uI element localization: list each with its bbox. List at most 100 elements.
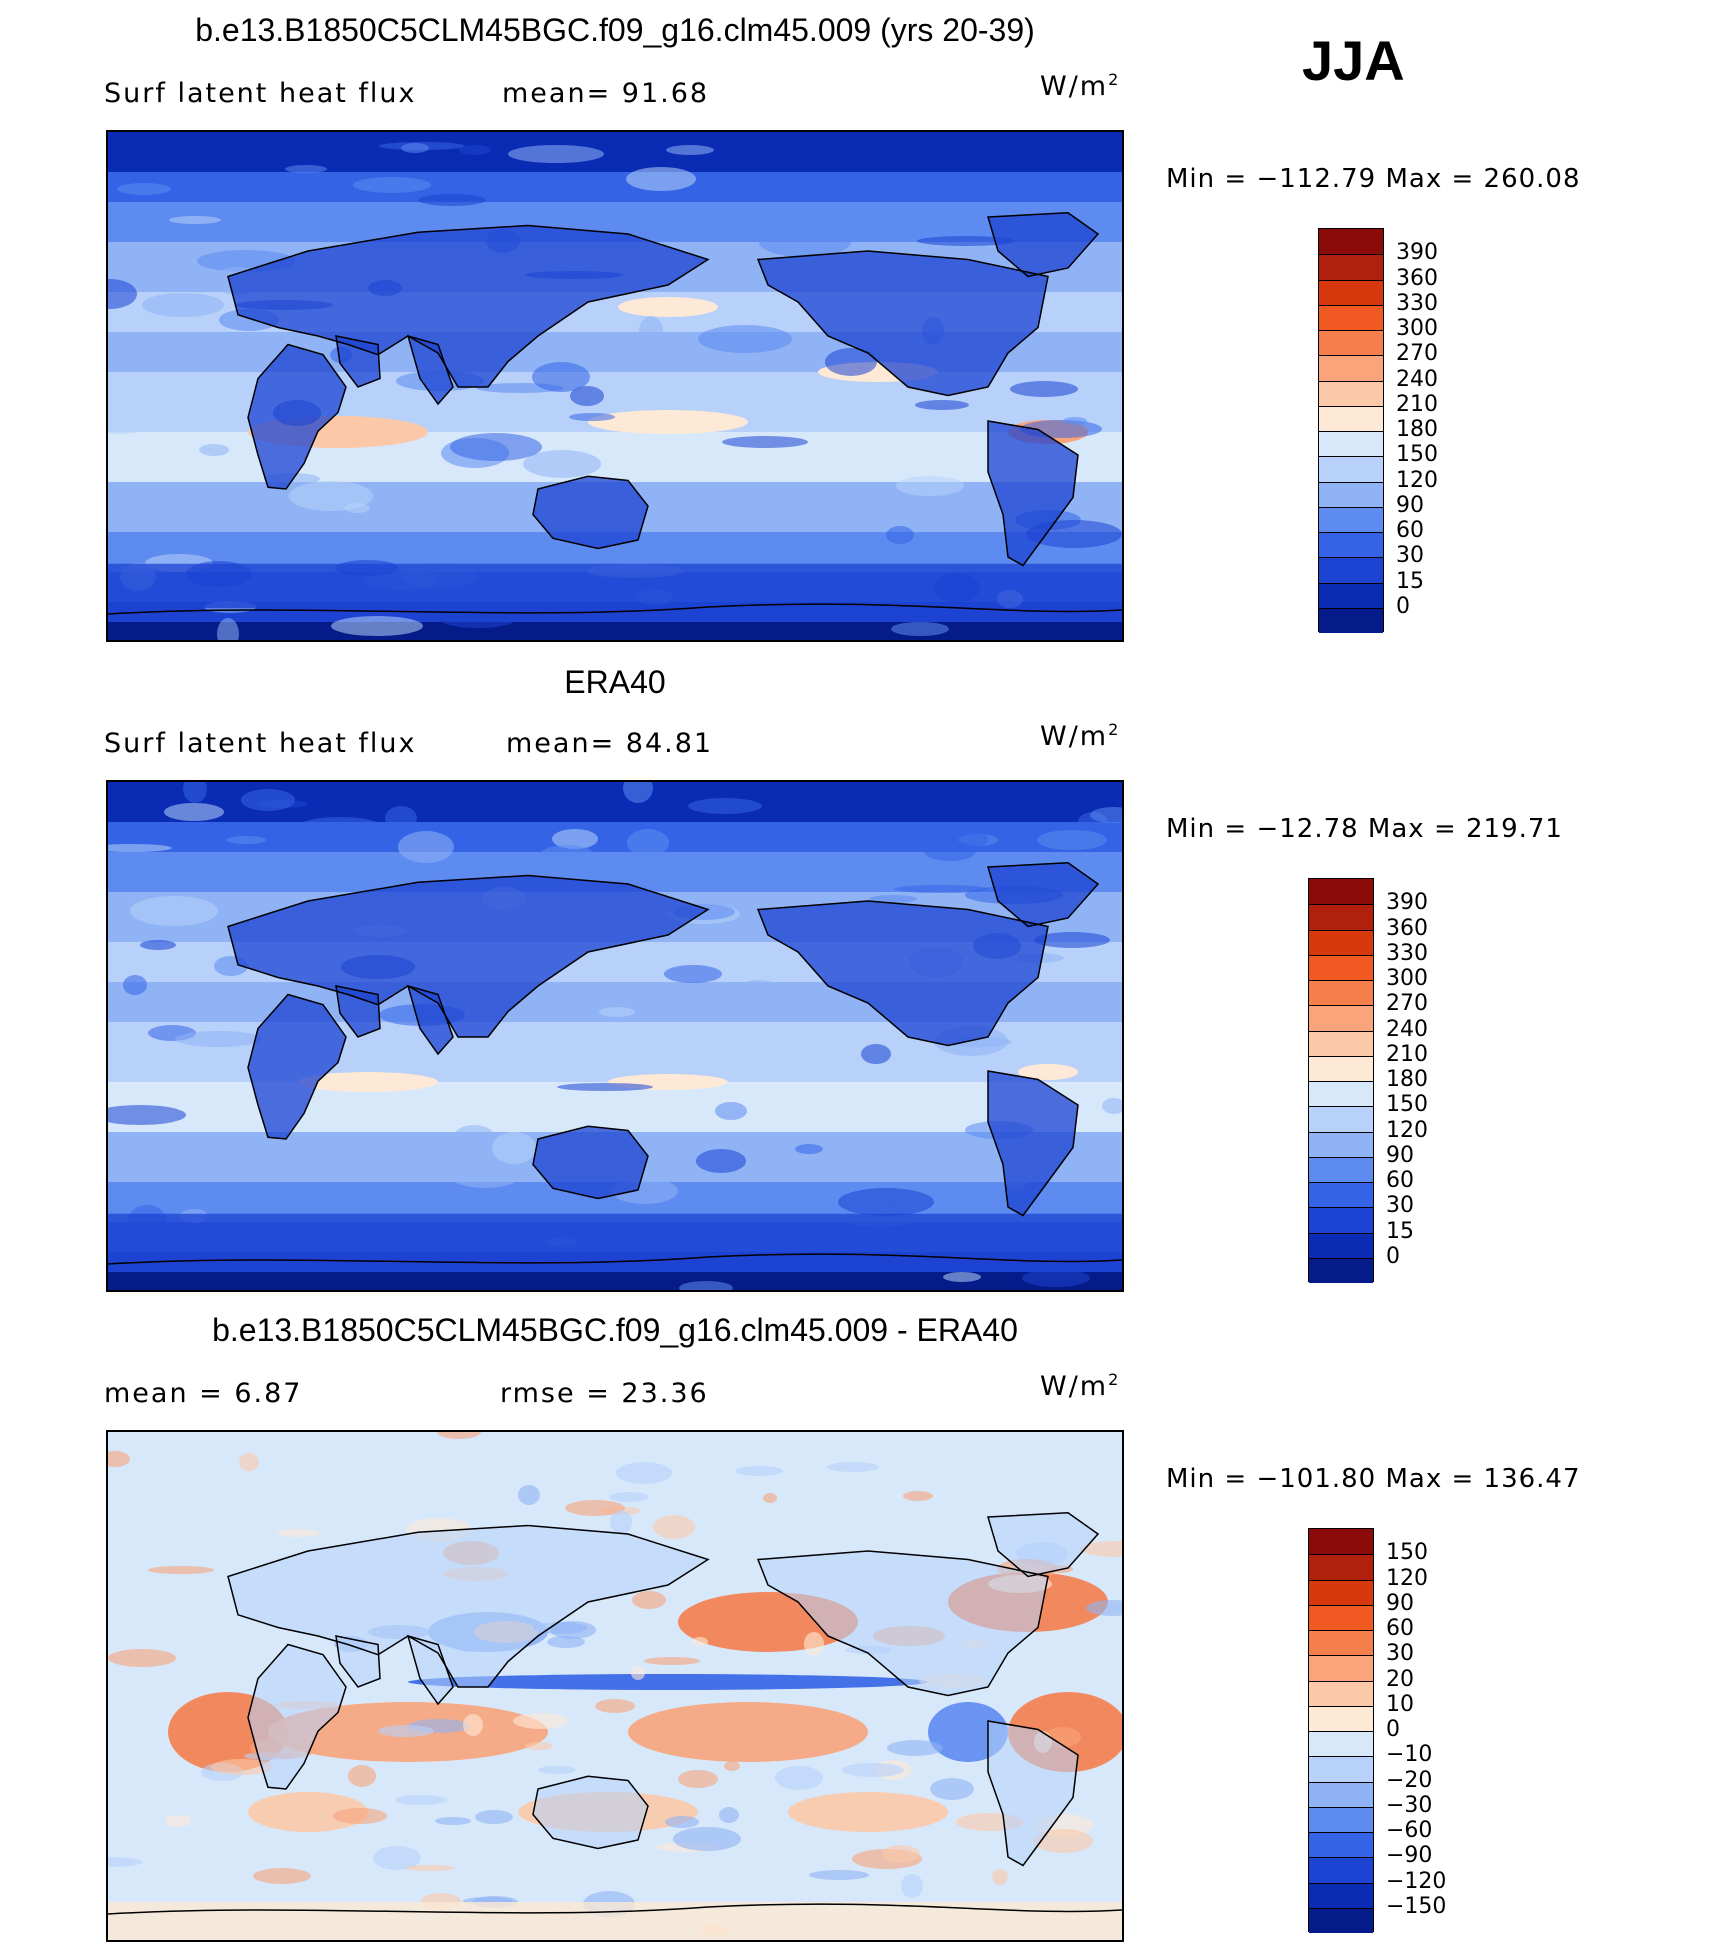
panel-1-colorbar (1318, 228, 1384, 633)
colorbar-tick-label: 30 (1396, 543, 1424, 569)
colorbar-tick-label: 300 (1386, 966, 1428, 991)
colorbar-swatch (1309, 1081, 1373, 1107)
panel-1-mean-label: mean= 91.68 (502, 78, 710, 109)
colorbar-swatch (1309, 1604, 1373, 1630)
colorbar-tick-label: 330 (1386, 940, 1428, 966)
colorbar-tick-label: 390 (1396, 240, 1438, 266)
panel-3-units: W/m2 (1040, 1370, 1121, 1402)
colorbar-tick-label: 120 (1386, 1117, 1428, 1143)
panel-2-title: ERA40 (564, 664, 666, 700)
colorbar-swatch (1319, 456, 1383, 482)
colorbar-tick-label: 60 (1386, 1168, 1414, 1193)
colorbar-swatch (1309, 1554, 1373, 1580)
colorbar-swatch (1309, 1781, 1373, 1807)
colorbar-swatch (1309, 879, 1373, 905)
panel-1-min-max: Min = −112.79 Max = 260.08 (1166, 164, 1581, 194)
colorbar-swatch (1319, 481, 1383, 507)
colorbar-swatch (1309, 1131, 1373, 1157)
panel-2-mean-label: mean= 84.81 (506, 728, 714, 759)
colorbar-swatch (1319, 405, 1383, 431)
panel-3-rmse-label: rmse = 23.36 (500, 1378, 709, 1409)
colorbar-tick-label: −10 (1386, 1742, 1433, 1768)
colorbar-tick-label: 30 (1386, 1641, 1414, 1667)
panel-1-map (106, 130, 1124, 642)
colorbar-tick-label: 90 (1386, 1142, 1414, 1168)
colorbar-swatch (1309, 904, 1373, 930)
colorbar-swatch (1319, 304, 1383, 330)
panel-2-units: W/m2 (1040, 720, 1121, 752)
colorbar-tick-label: 0 (1386, 1243, 1400, 1269)
colorbar-tick-label: 150 (1386, 1092, 1428, 1118)
colorbar-swatch (1309, 1005, 1373, 1031)
colorbar-swatch (1309, 980, 1373, 1006)
colorbar-swatch (1319, 506, 1383, 532)
colorbar-swatch (1309, 1756, 1373, 1782)
colorbar-tick-label: 150 (1386, 1540, 1428, 1566)
colorbar-tick-label: 60 (1396, 518, 1424, 543)
colorbar-tick-label: 210 (1396, 391, 1438, 417)
colorbar-swatch (1309, 1655, 1373, 1681)
colorbar-tick-label: 15 (1396, 568, 1424, 594)
colorbar-swatch (1309, 1257, 1373, 1283)
colorbar-tick-label: 330 (1396, 290, 1438, 316)
panel-3-min-max: Min = −101.80 Max = 136.47 (1166, 1464, 1581, 1494)
colorbar-tick-label: 15 (1386, 1218, 1414, 1244)
colorbar-swatch (1319, 532, 1383, 558)
colorbar-tick-label: 240 (1386, 1016, 1428, 1042)
colorbar-tick-label: −30 (1386, 1792, 1433, 1818)
colorbar-tick-label: 20 (1386, 1666, 1414, 1692)
colorbar-tick-label: 90 (1386, 1590, 1414, 1616)
colorbar-tick-label: 300 (1396, 316, 1438, 341)
colorbar-swatch (1309, 1055, 1373, 1081)
season-label: JJA (1302, 29, 1405, 92)
colorbar-tick-label: −150 (1386, 1893, 1447, 1919)
colorbar-swatch (1309, 1630, 1373, 1656)
panel-3-title: b.e13.B1850C5CLM45BGC.f09_g16.clm45.009 … (212, 1312, 1018, 1348)
colorbar-tick-label: 270 (1386, 991, 1428, 1017)
colorbar-tick-label: 0 (1396, 593, 1410, 619)
colorbar-tick-label: 240 (1396, 366, 1438, 392)
colorbar-swatch (1309, 1156, 1373, 1182)
colorbar-swatch (1319, 254, 1383, 280)
colorbar-tick-label: 180 (1396, 417, 1438, 442)
colorbar-tick-label: 360 (1396, 265, 1438, 291)
panel-1-units: W/m2 (1040, 70, 1121, 102)
colorbar-tick-label: 120 (1386, 1565, 1428, 1591)
colorbar-swatch (1309, 1106, 1373, 1132)
colorbar-tick-label: 150 (1396, 442, 1438, 468)
colorbar-swatch (1309, 1832, 1373, 1858)
colorbar-swatch (1309, 1731, 1373, 1757)
colorbar-swatch (1319, 380, 1383, 406)
colorbar-swatch (1319, 355, 1383, 381)
colorbar-swatch (1309, 1030, 1373, 1056)
colorbar-swatch (1319, 330, 1383, 356)
colorbar-tick-label: 0 (1386, 1717, 1400, 1742)
colorbar-swatch (1309, 1529, 1373, 1555)
colorbar-tick-label: 60 (1386, 1616, 1414, 1641)
colorbar-swatch (1309, 1806, 1373, 1832)
colorbar-swatch (1309, 954, 1373, 980)
colorbar-swatch (1309, 1207, 1373, 1233)
panel-1-variable-label: Surf latent heat flux (104, 78, 417, 109)
colorbar-swatch (1309, 1680, 1373, 1706)
panel-3-map (106, 1430, 1124, 1942)
colorbar-tick-label: 180 (1386, 1067, 1428, 1092)
colorbar-swatch (1309, 1182, 1373, 1208)
panel-1-title: b.e13.B1850C5CLM45BGC.f09_g16.clm45.009 … (195, 12, 1035, 48)
colorbar-swatch (1319, 431, 1383, 457)
colorbar-tick-label: 210 (1386, 1041, 1428, 1067)
colorbar-swatch (1319, 279, 1383, 305)
panel-2-colorbar (1308, 878, 1374, 1283)
colorbar-swatch (1309, 1579, 1373, 1605)
colorbar-swatch (1309, 1907, 1373, 1933)
colorbar-tick-label: 270 (1396, 341, 1438, 367)
colorbar-tick-label: −90 (1386, 1843, 1433, 1869)
colorbar-tick-label: 90 (1396, 492, 1424, 518)
colorbar-tick-label: −60 (1386, 1818, 1433, 1843)
colorbar-tick-label: 30 (1386, 1193, 1414, 1219)
colorbar-tick-label: 390 (1386, 890, 1428, 916)
colorbar-swatch (1319, 607, 1383, 633)
colorbar-swatch (1319, 582, 1383, 608)
colorbar-tick-label: 360 (1386, 915, 1428, 941)
colorbar-swatch (1309, 1232, 1373, 1258)
